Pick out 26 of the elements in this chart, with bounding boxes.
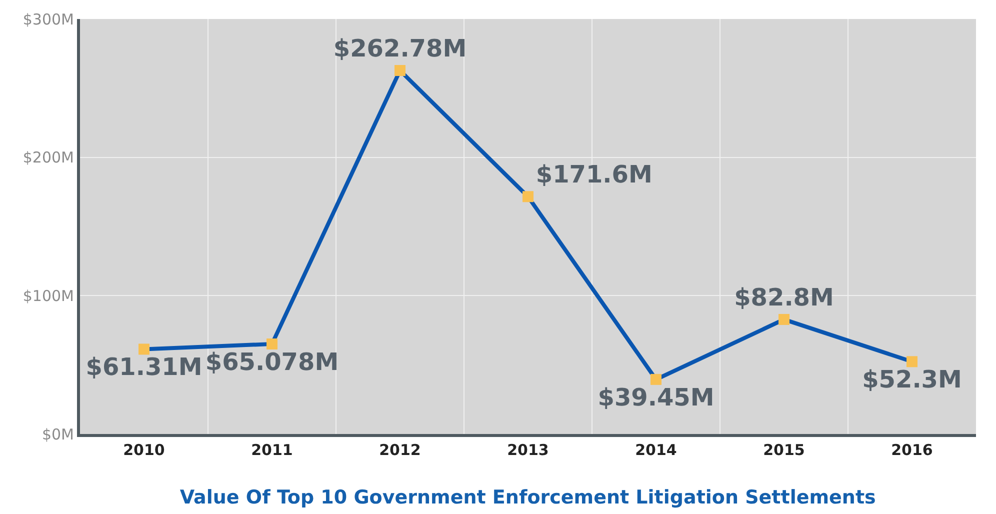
data-label: $65.078M (205, 348, 339, 376)
point (522, 191, 534, 202)
x-tick-label: 2016 (891, 441, 933, 459)
y-tick-label: $0M (42, 425, 74, 444)
point (778, 314, 790, 325)
y-tick-label: $100M (22, 286, 74, 305)
x-tick-label: 2014 (635, 441, 677, 459)
data-label: $61.31M (86, 353, 202, 382)
point (906, 356, 918, 368)
point (138, 344, 150, 355)
data-label: $262.78M (333, 34, 467, 63)
text: Value Of Top 10 Government Enforcement Litigation Settlements (180, 486, 876, 509)
point (266, 338, 278, 350)
data-label: $52.3M (862, 366, 962, 394)
data-label: $39.45M (598, 383, 714, 412)
data-label: $171.6M (536, 160, 652, 189)
point (394, 64, 406, 76)
data-label: $82.8M (734, 284, 834, 312)
x-tick-label: 2013 (507, 441, 549, 459)
point (650, 374, 662, 385)
y-tick-label: $200M (22, 148, 74, 167)
y-tick-label: $300M (22, 10, 74, 28)
x-tick-label: 2010 (123, 441, 165, 459)
x-tick-label: 2015 (763, 441, 805, 459)
x-tick-label: 2012 (379, 441, 421, 459)
x-tick-label: 2011 (251, 441, 293, 459)
